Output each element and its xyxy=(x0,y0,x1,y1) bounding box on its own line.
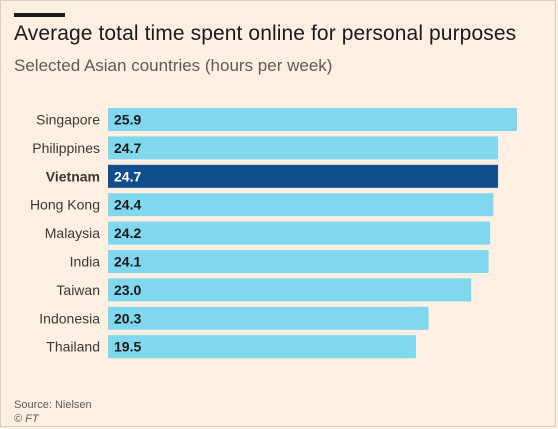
bar-india xyxy=(108,250,489,273)
chart-subtitle: Selected Asian countries (hours per week… xyxy=(14,56,333,75)
category-label-hong-kong: Hong Kong xyxy=(30,197,100,213)
value-label-vietnam: 24.7 xyxy=(114,168,141,184)
category-label-indonesia: Indonesia xyxy=(39,310,100,326)
category-label-malaysia: Malaysia xyxy=(45,225,100,241)
value-label-thailand: 19.5 xyxy=(114,339,141,355)
value-label-hong-kong: 24.4 xyxy=(114,197,141,213)
bar-taiwan xyxy=(108,278,472,302)
value-label-philippines: 24.7 xyxy=(114,140,141,156)
bar-indonesia xyxy=(108,306,429,330)
category-label-philippines: Philippines xyxy=(32,140,100,156)
source-note: Source: Nielsen xyxy=(14,399,92,411)
bar-malaysia xyxy=(108,221,491,245)
bar-singapore xyxy=(108,108,517,131)
bar-vietnam xyxy=(108,164,499,188)
bar-philippines xyxy=(108,136,499,160)
value-label-singapore: 25.9 xyxy=(114,112,141,128)
bar-thailand xyxy=(108,335,416,359)
category-label-india: India xyxy=(70,254,101,270)
credit-note: © FT xyxy=(14,413,39,425)
value-label-taiwan: 23.0 xyxy=(114,282,141,298)
chart-title: Average total time spent online for pers… xyxy=(14,22,517,45)
bar-hong-kong xyxy=(108,193,494,217)
category-label-taiwan: Taiwan xyxy=(56,282,100,298)
value-label-malaysia: 24.2 xyxy=(114,225,141,241)
value-label-india: 24.1 xyxy=(114,254,141,270)
category-label-vietnam: Vietnam xyxy=(46,168,100,184)
title-accent-bar xyxy=(14,13,65,17)
category-label-singapore: Singapore xyxy=(36,112,100,128)
category-label-thailand: Thailand xyxy=(46,339,100,355)
value-label-indonesia: 20.3 xyxy=(114,310,141,326)
